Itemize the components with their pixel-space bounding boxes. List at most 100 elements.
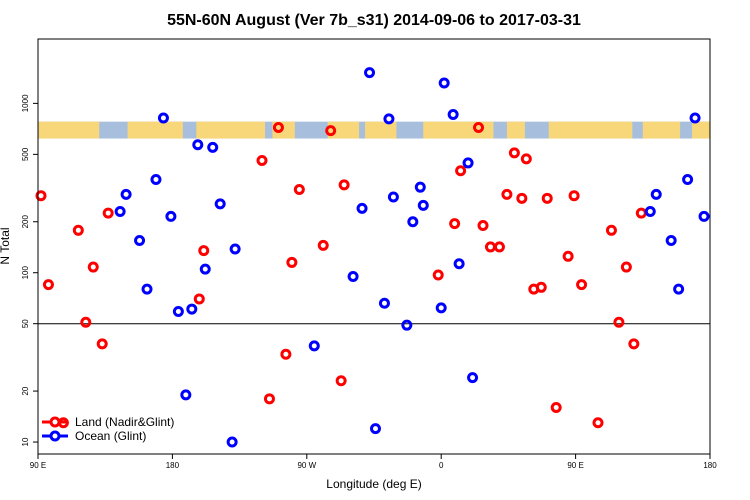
ocean-point xyxy=(414,181,426,193)
land-point xyxy=(449,218,461,230)
land-point xyxy=(550,401,562,413)
x-tick-label: 180 xyxy=(703,461,717,470)
y-tick-label: 100 xyxy=(21,265,30,279)
ocean-point xyxy=(467,372,479,384)
land-point xyxy=(286,256,298,268)
land-point xyxy=(293,184,305,196)
y-tick-label: 1000 xyxy=(21,94,30,112)
land-point xyxy=(317,239,329,251)
map-land xyxy=(272,121,295,139)
ocean-point xyxy=(673,283,685,295)
map-land xyxy=(196,121,265,139)
chart-title: 55N-60N August (Ver 7b_s31) 2014-09-06 t… xyxy=(167,12,581,29)
ocean-point xyxy=(447,108,459,120)
ocean-point xyxy=(387,191,399,203)
map-land xyxy=(506,121,525,139)
land-point xyxy=(592,417,604,429)
ocean-point xyxy=(383,113,395,125)
land-point xyxy=(562,250,574,262)
legend-label-ocean: Ocean (Glint) xyxy=(75,429,146,443)
land-point xyxy=(455,165,467,177)
land-point xyxy=(272,122,284,134)
plot-frame xyxy=(37,38,711,455)
ocean-point xyxy=(462,157,474,169)
land-point xyxy=(256,154,268,166)
legend-marker-land xyxy=(49,416,61,428)
x-tick-label: 90 W xyxy=(297,461,316,470)
ocean-point xyxy=(650,188,662,200)
ocean-point xyxy=(417,199,429,211)
land-point xyxy=(96,338,108,350)
y-tick-label: 20 xyxy=(21,386,30,395)
land-point xyxy=(516,192,528,204)
land-point xyxy=(628,338,640,350)
land-point xyxy=(605,224,617,236)
land-point xyxy=(477,220,489,232)
land-point xyxy=(72,224,84,236)
land-point xyxy=(432,269,444,281)
map-land xyxy=(38,121,100,139)
ocean-point xyxy=(665,234,677,246)
land-point xyxy=(493,241,505,253)
land-point xyxy=(263,393,275,405)
ocean-point xyxy=(199,263,211,275)
map-land xyxy=(642,121,681,139)
ocean-point xyxy=(172,306,184,318)
land-point xyxy=(325,125,337,137)
ocean-point xyxy=(150,174,162,186)
land-point xyxy=(541,192,553,204)
land-point xyxy=(620,261,632,273)
land-point xyxy=(35,190,47,202)
y-tick-label: 50 xyxy=(21,319,30,328)
y-tick-label: 200 xyxy=(21,215,30,229)
ocean-point xyxy=(165,210,177,222)
data-points xyxy=(35,67,710,448)
ocean-point xyxy=(120,188,132,200)
x-tick-label: 90 E xyxy=(567,461,583,470)
ocean-point xyxy=(698,210,710,222)
y-axis-label: N Total xyxy=(0,227,12,264)
land-point xyxy=(520,153,532,165)
ocean-point xyxy=(347,270,359,282)
ocean-point xyxy=(207,141,219,153)
ocean-point xyxy=(308,340,320,352)
ocean-point xyxy=(644,205,656,217)
map-land xyxy=(548,121,633,139)
ocean-point xyxy=(435,302,447,314)
y-tick-label: 10 xyxy=(21,437,30,446)
ocean-point xyxy=(369,423,381,435)
ocean-point xyxy=(141,283,153,295)
land-point xyxy=(102,207,114,219)
x-axis-label: Longitude (deg E) xyxy=(326,477,421,491)
land-point xyxy=(87,261,99,273)
land-point xyxy=(568,190,580,202)
ocean-point xyxy=(364,67,376,79)
series-ocean xyxy=(114,67,710,448)
ocean-point xyxy=(407,216,419,228)
y-axis-ticks: 10 20 50 100 200 500 1000 xyxy=(21,94,38,447)
land-point xyxy=(338,179,350,191)
ocean-point xyxy=(186,303,198,315)
land-point xyxy=(535,281,547,293)
land-point xyxy=(80,316,92,328)
ocean-point xyxy=(157,112,169,124)
x-tick-label: 180 xyxy=(166,461,180,470)
land-point xyxy=(501,188,513,200)
land-point xyxy=(198,245,210,257)
ocean-point xyxy=(114,205,126,217)
ocean-point xyxy=(180,389,192,401)
ocean-point xyxy=(192,139,204,151)
ocean-point xyxy=(438,77,450,89)
land-point xyxy=(508,147,520,159)
ocean-point xyxy=(453,258,465,270)
x-tick-label: 0 xyxy=(439,461,444,470)
ocean-point xyxy=(226,436,238,448)
ocean-point xyxy=(689,112,701,124)
legend-label-land: Land (Nadir&Glint) xyxy=(75,415,174,429)
series-land xyxy=(35,122,647,429)
land-point xyxy=(576,279,588,291)
ocean-point xyxy=(401,319,413,331)
world-map-strip xyxy=(38,121,710,139)
